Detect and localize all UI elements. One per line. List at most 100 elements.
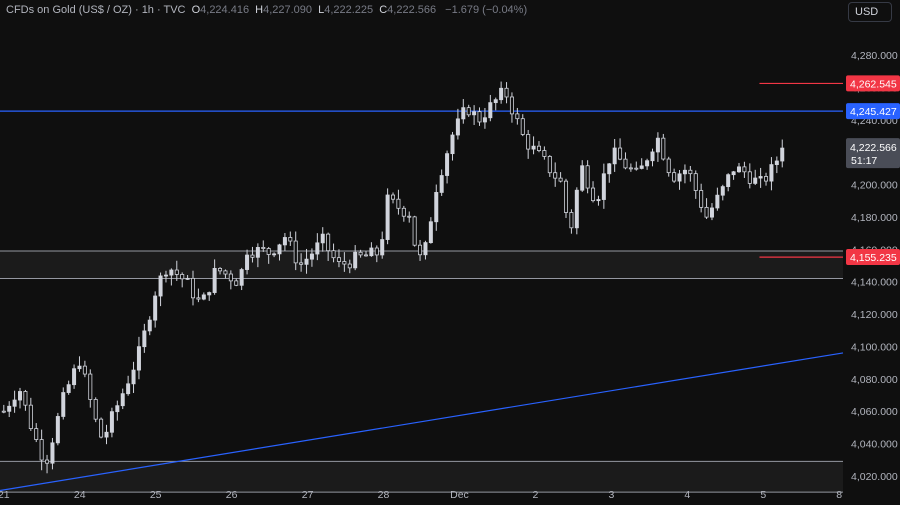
last-price-badge-bg [846, 138, 900, 169]
candle-body [677, 173, 682, 182]
price-badge-bg [846, 103, 900, 120]
candle-body [55, 416, 60, 444]
candle-body [742, 166, 747, 173]
candle-body [542, 150, 547, 157]
symbol-title[interactable]: CFDs on Gold (US$ / OZ) · 1h · TVC [6, 4, 186, 16]
candle-body [1, 410, 6, 413]
candle-body [99, 418, 104, 438]
x-tick-label: 27 [302, 489, 314, 501]
symbol-legend[interactable]: CFDs on Gold (US$ / OZ) · 1h · TVC O4,22… [6, 4, 527, 16]
candle-body [288, 237, 293, 242]
candle-body [34, 428, 39, 440]
candle-body [509, 96, 514, 115]
price-badge-label: 4,245.427 [850, 106, 897, 118]
candle-body [585, 165, 590, 189]
candle-body [418, 244, 423, 256]
price-badge-label: 4,155.235 [850, 252, 897, 264]
candle-body [628, 167, 633, 170]
close-label: C [379, 4, 388, 16]
candle-body [639, 165, 644, 169]
candle-body [591, 187, 596, 202]
candle-body [618, 147, 623, 160]
candle-body [699, 190, 704, 208]
candle-body [109, 411, 114, 433]
lower-zone-fill [0, 461, 843, 493]
candle-body [315, 242, 320, 255]
candle-body [218, 267, 223, 272]
candle-body [682, 169, 687, 175]
candle-body [488, 102, 493, 119]
candles-layer [1, 81, 785, 474]
candle-body [726, 174, 731, 188]
candle-body [520, 118, 525, 135]
candle-body [428, 221, 433, 244]
candle-body [645, 160, 650, 167]
x-tick-label: 8 [836, 489, 842, 501]
candle-body [174, 269, 179, 275]
candle-body [445, 153, 450, 176]
candle-body [7, 405, 12, 412]
candle-body [336, 257, 341, 262]
candle-body [12, 399, 17, 407]
candle-body [277, 244, 282, 255]
x-tick-label: 3 [608, 489, 614, 501]
candle-body [461, 107, 466, 120]
candle-body [407, 215, 412, 218]
candle-body [126, 383, 131, 395]
candle-body [731, 171, 736, 176]
candle-body [163, 274, 168, 277]
candle-body [764, 176, 769, 182]
candle-body [412, 216, 417, 246]
candle-body [526, 134, 531, 150]
price-badge-label: 4,262.545 [850, 78, 897, 90]
y-tick-label: 4,020.000 [851, 471, 898, 483]
candle-body [201, 294, 206, 300]
candle-body [234, 280, 239, 286]
currency-button[interactable]: USD [848, 2, 892, 22]
high-value: 4,227.090 [263, 4, 313, 16]
candle-body [769, 164, 774, 182]
candle-body [61, 392, 66, 417]
candle-body [45, 459, 50, 464]
candle-body [66, 384, 71, 393]
candle-body [299, 262, 304, 265]
low-value: 4,222.225 [324, 4, 374, 16]
candle-body [704, 206, 709, 218]
candle-body [623, 158, 628, 169]
candle-body [709, 207, 714, 218]
candle-body [374, 247, 379, 256]
candle-body [634, 167, 639, 170]
candle-body [266, 248, 271, 255]
candle-body [77, 365, 82, 370]
y-tick-label: 4,060.000 [851, 406, 898, 418]
high-label: H [255, 4, 264, 16]
price-badge-bg [846, 75, 900, 92]
candle-body [612, 147, 617, 165]
candle-body [212, 267, 217, 293]
lines-layer [0, 82, 844, 492]
candle-body [39, 439, 44, 461]
candle-body [434, 192, 439, 223]
candle-body [304, 258, 309, 265]
candle-body [472, 111, 477, 116]
x-tick-label: 25 [150, 489, 162, 501]
candle-body [753, 177, 758, 184]
candle-body [136, 346, 141, 371]
candle-body [720, 186, 725, 196]
candle-body [358, 251, 363, 256]
last-price-label: 4,222.566 [850, 142, 897, 154]
candle-body [363, 254, 368, 257]
candle-body [223, 270, 228, 275]
support-zone-fill [0, 250, 843, 279]
candle-body [228, 273, 233, 282]
low-label: L [318, 4, 325, 16]
candle-body [396, 198, 401, 209]
candle-body [93, 399, 98, 420]
y-tick-label: 4,080.000 [851, 374, 898, 386]
candle-body [482, 117, 487, 123]
candle-body [596, 199, 601, 202]
x-tick-label: Dec [450, 489, 469, 501]
x-tick-label: 26 [226, 489, 238, 501]
y-tick-label: 4,180.000 [851, 212, 898, 224]
